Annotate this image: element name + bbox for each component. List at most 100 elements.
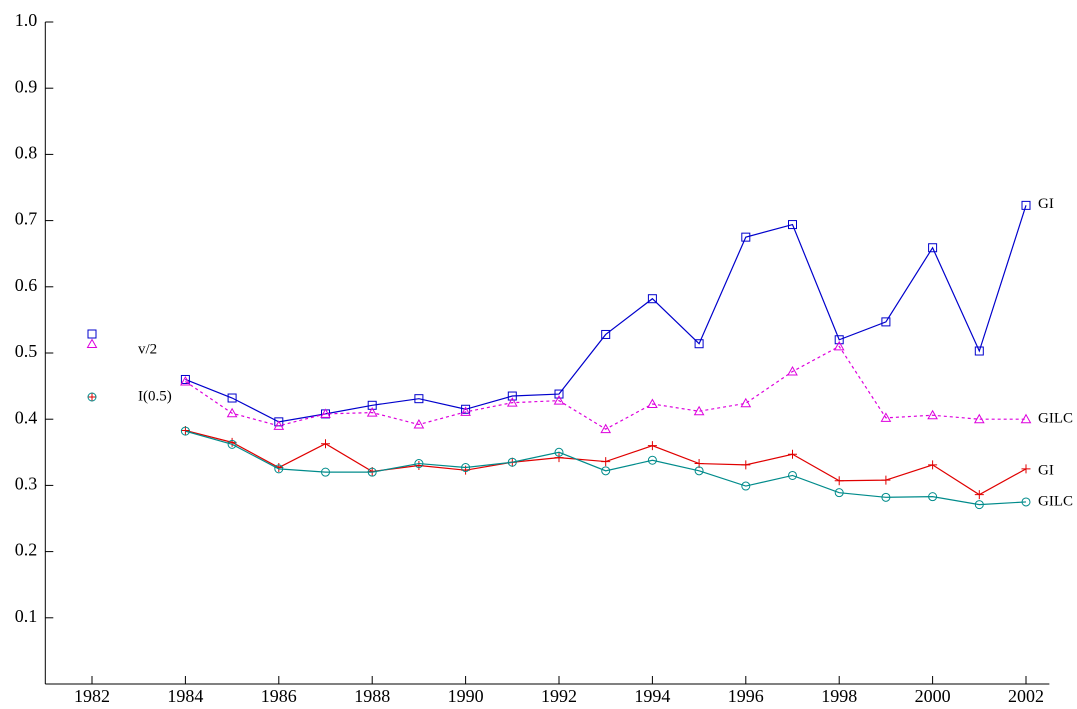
marker-triangle [787,366,798,376]
marker-square [788,220,797,230]
marker-square [1021,200,1031,210]
marker-circle [647,455,657,465]
series-end-label: GILC [1038,411,1073,427]
marker-triangle [693,405,705,416]
x-tick-label: 1982 [74,686,110,706]
x-tick-label: 1988 [354,686,390,706]
marker-plus [554,453,564,463]
y-tick-label: 0.9 [15,76,38,96]
y-tick-label: 0.1 [15,606,38,626]
y-tick-label: 0.4 [15,407,38,427]
marker-plus [1021,464,1031,474]
x-tick-label: 2002 [1008,686,1044,706]
marker-square [834,335,844,345]
marker-triangle [553,395,565,405]
y-tick-label: 0.5 [15,341,38,361]
series-end-label: GI [1038,196,1054,212]
marker-square [974,346,984,356]
marker-circle [87,392,97,402]
marker-square [928,243,938,253]
marker-triangle [413,418,425,429]
marker-plus [601,457,611,467]
marker-square [87,329,97,339]
marker-circle [601,466,611,476]
marker-triangle [506,397,518,407]
marker-circle [554,447,564,457]
marker-plus [227,437,237,447]
marker-plus [788,449,797,459]
marker-plus [741,460,751,470]
series-end-label: GI [1038,462,1054,478]
marker-triangle [600,423,612,434]
marker-square [227,393,237,403]
marker-plus [928,460,938,470]
marker-square [741,232,751,242]
marker-circle [694,466,704,476]
marker-square [554,389,564,399]
marker-circle [741,481,751,491]
marker-square [601,329,611,339]
x-tick-label: 1990 [448,686,484,706]
marker-plus [647,441,657,451]
series-line [185,205,1027,423]
x-tick-label: 1986 [261,686,297,706]
marker-circle [1021,497,1031,507]
x-tick-label: 1998 [821,686,857,706]
legend-label: I(0.5) [138,388,172,404]
x-tick-label: 1992 [541,686,577,706]
marker-circle [928,492,938,502]
marker-circle [507,457,517,467]
marker-square [367,400,377,410]
series-end-label: GILC [1038,493,1073,509]
marker-plus [881,475,891,485]
x-tick-label: 1996 [728,686,764,706]
marker-plus [321,439,330,449]
marker-circle [788,470,797,480]
marker-square [647,294,657,304]
y-tick-label: 1.0 [15,10,38,30]
marker-circle [274,464,284,474]
marker-circle [227,439,237,449]
marker-circle [881,492,891,502]
marker-triangle [740,397,752,408]
marker-plus [974,490,984,500]
marker-circle [321,467,330,477]
legend-label: v/2 [138,341,157,357]
marker-circle [974,500,984,510]
marker-square [414,394,424,404]
y-tick-label: 0.6 [15,275,38,295]
y-tick-label: 0.2 [15,540,38,560]
marker-triangle [460,406,471,416]
x-tick-label: 1984 [167,686,203,706]
marker-triangle [1020,413,1032,424]
series-line [185,345,1026,430]
marker-triangle [226,407,238,418]
marker-square [461,404,471,414]
marker-circle [367,467,377,477]
marker-square [881,317,891,327]
marker-circle [834,488,844,498]
marker-triangle [320,408,331,418]
y-tick-label: 0.7 [15,209,38,229]
marker-plus [834,476,844,486]
y-tick-label: 0.8 [15,143,38,163]
marker-square [180,374,190,384]
marker-plus [87,392,97,402]
marker-triangle [973,413,985,424]
y-tick-label: 0.3 [15,474,38,494]
marker-triangle [880,412,892,422]
marker-circle [461,463,471,473]
marker-triangle [86,338,98,348]
marker-triangle [273,420,285,430]
marker-triangle [647,398,658,408]
marker-plus [414,461,424,471]
marker-triangle [833,340,845,351]
marker-circle [414,459,424,469]
marker-circle [180,426,190,436]
marker-triangle [366,407,378,417]
marker-triangle [180,375,191,386]
x-tick-label: 2000 [915,686,951,706]
marker-square [694,339,704,349]
marker-triangle [927,409,938,420]
